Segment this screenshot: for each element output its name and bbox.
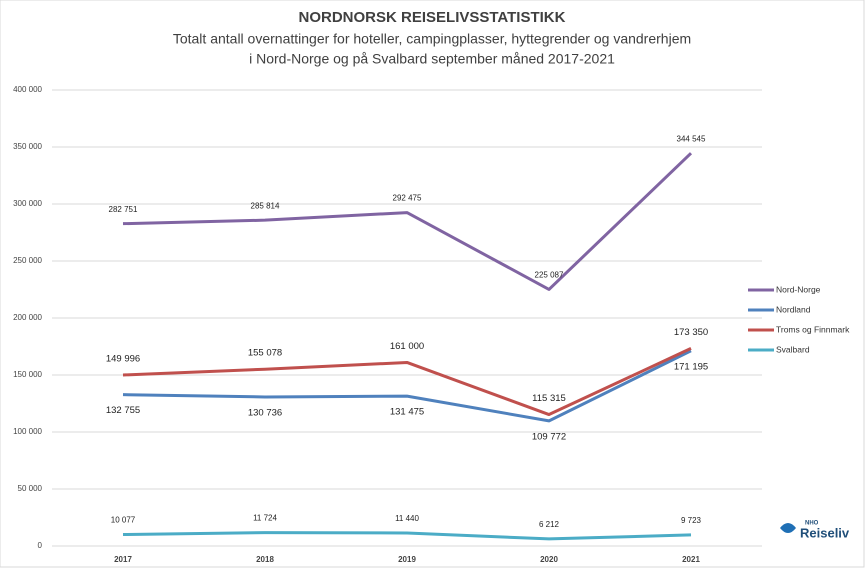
x-tick-label: 2018	[256, 555, 274, 564]
y-tick-label: 250 000	[13, 256, 42, 265]
line	[122, 349, 692, 423]
data-label: 285 814	[251, 201, 280, 210]
y-tick-label: 100 000	[13, 427, 42, 436]
data-label: 11 724	[253, 514, 277, 523]
y-tick-label: 50 000	[18, 484, 43, 493]
legend-label: Nordland	[776, 304, 811, 314]
data-label: 171 195	[674, 361, 708, 372]
data-label: 292 475	[393, 194, 422, 203]
data-label: 130 736	[248, 407, 282, 418]
data-label: 155 078	[248, 348, 282, 359]
y-tick-label: 350 000	[13, 142, 42, 151]
legend-label: Troms og Finnmark	[776, 324, 850, 334]
data-label: 344 545	[677, 134, 706, 143]
data-label: 282 751	[109, 205, 138, 214]
data-label: 10 077	[111, 516, 136, 525]
legend-label: Svalbard	[776, 344, 810, 354]
data-label: 149 996	[106, 354, 140, 365]
x-tick-label: 2020	[540, 555, 558, 564]
data-label: 109 772	[532, 431, 566, 442]
data-label: 225 087	[535, 271, 564, 280]
data-label: 9 723	[681, 516, 702, 525]
data-label: 11 440	[395, 514, 419, 523]
chart-title: NORDNORSK REISELIVSSTATISTIKK	[299, 9, 566, 26]
line	[122, 152, 693, 291]
line	[122, 531, 692, 541]
logo-icon	[780, 523, 796, 533]
data-label: 115 315	[532, 393, 566, 404]
x-tick-label: 2019	[398, 555, 416, 564]
legend-label: Nord-Norge	[776, 284, 821, 294]
data-label: 173 350	[674, 327, 708, 338]
y-tick-label: 150 000	[13, 370, 42, 379]
logo-text: Reiseliv	[800, 525, 850, 540]
y-tick-label: 0	[38, 541, 43, 550]
data-label: 161 000	[390, 341, 424, 352]
y-tick-label: 300 000	[13, 199, 42, 208]
chart-subtitle: Totalt antall overnattinger for hoteller…	[173, 31, 691, 47]
data-label: 6 212	[539, 520, 560, 529]
y-tick-label: 400 000	[13, 85, 42, 94]
logo-small: NHO	[805, 521, 819, 527]
data-label: 131 475	[390, 407, 424, 418]
data-label: 132 755	[106, 405, 140, 416]
y-tick-label: 200 000	[13, 313, 42, 322]
x-tick-label: 2017	[114, 555, 132, 564]
line	[122, 347, 692, 417]
x-tick-label: 2021	[682, 555, 700, 564]
logo: NHO Reiseliv	[780, 521, 850, 540]
chart-subtitle: i Nord-Norge og på Svalbard september må…	[249, 51, 615, 67]
